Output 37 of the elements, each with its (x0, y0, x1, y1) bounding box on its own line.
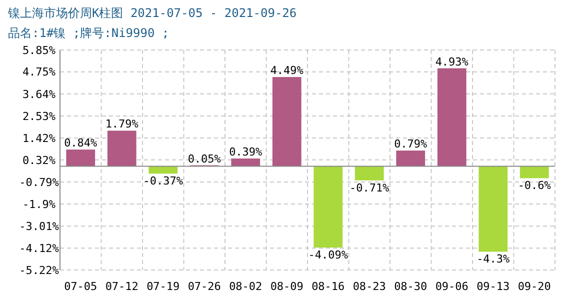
data-label: -4.3% (476, 252, 510, 266)
data-label: 0.05% (188, 152, 222, 166)
y-tick-label: -3.01% (19, 220, 60, 233)
x-tick-label: 08-16 (312, 280, 345, 293)
chart-subtitle: 品名:1#镍 ;牌号:Ni9990 ; (8, 26, 170, 40)
x-tick-label: 08-30 (394, 280, 428, 293)
x-tick-label: 09-20 (518, 280, 551, 293)
y-tick-label: -5.22% (19, 264, 60, 277)
x-tick-label: 07-19 (146, 280, 180, 293)
data-label: 4.49% (270, 64, 304, 78)
x-tick-label: 08-23 (352, 280, 386, 293)
data-label: 0.39% (229, 146, 263, 159)
y-tick-label: -4.12% (19, 242, 60, 255)
data-label: -0.37% (143, 174, 184, 188)
y-tick-label: -0.79% (19, 176, 60, 189)
data-label: 1.79% (105, 118, 139, 131)
data-label: -0.6% (518, 179, 552, 192)
data-label: 4.93% (435, 55, 469, 68)
data-label: 0.84% (64, 136, 98, 150)
x-tick-label: 07-12 (105, 280, 138, 293)
x-tick-label: 08-02 (229, 280, 262, 293)
data-label: -4.09% (308, 248, 348, 262)
chart-title: 镍上海市场价周K柱图 2021-07-05 - 2021-09-26 (7, 6, 297, 20)
y-tick-label: 2.53% (22, 110, 56, 123)
y-tick-label: 3.64% (22, 88, 56, 101)
y-tick-label: 0.32% (22, 154, 56, 167)
y-tick-label: 4.75% (22, 66, 56, 79)
x-tick-label: 08-09 (270, 280, 304, 293)
x-tick-label: 07-05 (64, 280, 98, 293)
y-tick-label: 1.42% (22, 132, 56, 145)
x-tick-label: 07-26 (188, 280, 221, 293)
data-label: -0.71% (350, 181, 390, 194)
data-label: 0.79% (394, 138, 428, 151)
x-tick-label: 09-13 (476, 280, 510, 293)
y-tick-label: -1.9% (22, 198, 56, 211)
x-tick-label: 09-06 (435, 280, 468, 293)
y-tick-label: 5.85% (22, 44, 56, 57)
